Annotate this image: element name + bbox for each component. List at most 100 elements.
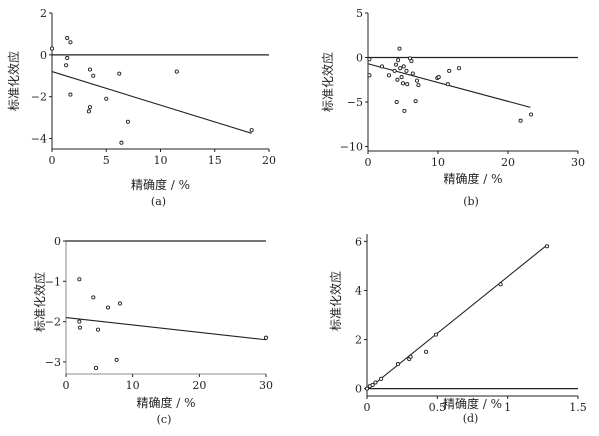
y-tick-label: −2 bbox=[45, 316, 61, 329]
x-axis-label: 精确度 / % bbox=[131, 177, 190, 192]
data-point bbox=[398, 66, 403, 71]
data-point bbox=[518, 118, 523, 123]
data-point bbox=[174, 69, 179, 74]
y-axis-label: 标准化效应 bbox=[32, 272, 47, 332]
data-point bbox=[49, 46, 55, 51]
panel-label: (a) bbox=[151, 195, 166, 208]
data-point bbox=[393, 62, 399, 67]
data-point bbox=[65, 55, 70, 61]
data-point bbox=[93, 365, 99, 371]
data-point bbox=[367, 73, 372, 78]
data-point bbox=[77, 325, 83, 330]
data-point bbox=[379, 64, 385, 69]
data-point bbox=[404, 68, 409, 73]
data-point bbox=[529, 112, 534, 117]
data-point bbox=[545, 244, 550, 249]
data-point bbox=[408, 354, 413, 359]
y-tick-label: −2 bbox=[31, 91, 47, 104]
data-point bbox=[386, 73, 392, 78]
data-point bbox=[416, 83, 421, 88]
x-tick-label: 0 bbox=[63, 379, 70, 392]
data-point bbox=[117, 301, 123, 306]
x-tick-label: 30 bbox=[259, 379, 273, 392]
data-point bbox=[114, 357, 119, 362]
y-axis-label: 标准化效应 bbox=[328, 271, 343, 331]
data-point bbox=[447, 68, 452, 73]
data-point bbox=[414, 78, 420, 83]
x-tick-label: 0 bbox=[364, 401, 371, 414]
data-point bbox=[400, 81, 406, 86]
data-point bbox=[410, 71, 415, 76]
data-point bbox=[68, 92, 73, 97]
x-tick-label: 1 bbox=[504, 401, 511, 414]
y-tick-label: 0 bbox=[355, 383, 362, 396]
data-point bbox=[413, 99, 418, 104]
x-tick-label: 20 bbox=[262, 154, 276, 167]
x-tick-label: 10 bbox=[154, 154, 168, 167]
data-point bbox=[392, 68, 397, 73]
y-axis-label: 标准化效应 bbox=[320, 52, 335, 112]
data-point bbox=[87, 105, 93, 110]
data-point bbox=[117, 71, 122, 76]
data-point bbox=[64, 63, 69, 68]
data-point bbox=[498, 282, 503, 287]
data-point bbox=[396, 58, 401, 63]
x-tick-label: 10 bbox=[431, 156, 445, 169]
data-point bbox=[86, 109, 91, 114]
y-axis-label: 标准化效应 bbox=[6, 51, 21, 111]
x-axis-label: 精确度 / % bbox=[443, 171, 502, 186]
x-axis-label: 精确度 / % bbox=[443, 396, 502, 411]
data-point bbox=[397, 46, 402, 51]
data-point bbox=[364, 386, 370, 391]
y-tick-label: 0 bbox=[40, 49, 47, 62]
y-tick-label: 0 bbox=[54, 235, 61, 248]
x-tick-label: 20 bbox=[501, 156, 515, 169]
y-tick-label: 6 bbox=[355, 235, 362, 248]
data-point bbox=[119, 140, 124, 145]
x-tick-label: 1.5 bbox=[569, 401, 587, 414]
data-point bbox=[405, 82, 410, 87]
y-tick-label: 0 bbox=[356, 52, 363, 65]
data-point bbox=[399, 75, 404, 80]
data-point bbox=[395, 77, 400, 82]
regression-line bbox=[51, 71, 252, 134]
panel-label: (c) bbox=[157, 413, 172, 426]
data-point bbox=[456, 66, 462, 71]
data-point bbox=[104, 96, 109, 101]
x-axis-label: 精确度 / % bbox=[136, 395, 195, 410]
data-point bbox=[445, 82, 450, 87]
x-tick-label: 0 bbox=[365, 156, 372, 169]
x-tick-label: 15 bbox=[208, 154, 222, 167]
x-tick-label: 30 bbox=[571, 156, 585, 169]
data-point bbox=[95, 327, 101, 332]
y-tick-label: −5 bbox=[347, 96, 363, 109]
data-point bbox=[125, 119, 130, 124]
x-tick-label: 20 bbox=[192, 379, 206, 392]
data-point bbox=[379, 376, 384, 381]
data-point bbox=[91, 73, 96, 78]
data-point bbox=[394, 99, 399, 105]
data-point bbox=[402, 108, 407, 113]
x-tick-label: 0.5 bbox=[429, 401, 447, 414]
y-tick-label: −4 bbox=[31, 133, 47, 146]
data-point bbox=[395, 362, 400, 367]
data-point bbox=[77, 319, 82, 324]
data-point bbox=[433, 332, 438, 337]
chart-panel-4: 6 4 2 00 0.5 1 1.5 精确度 / % 标准化效应 (d) bbox=[328, 234, 587, 425]
data-point bbox=[409, 59, 414, 64]
x-tick-label: 0 bbox=[49, 154, 56, 167]
y-tick-label: −10 bbox=[340, 141, 363, 154]
y-tick-label: −3 bbox=[45, 356, 61, 369]
data-point bbox=[370, 382, 375, 388]
regression-line bbox=[65, 317, 267, 341]
data-point bbox=[367, 57, 372, 62]
data-point bbox=[263, 335, 269, 340]
y-tick-label: 2 bbox=[40, 7, 47, 20]
data-point bbox=[105, 305, 111, 310]
data-point bbox=[68, 40, 73, 45]
x-tick-label: 5 bbox=[103, 154, 110, 167]
y-tick-label: 2 bbox=[355, 334, 362, 347]
x-tick-label: 10 bbox=[126, 379, 140, 392]
